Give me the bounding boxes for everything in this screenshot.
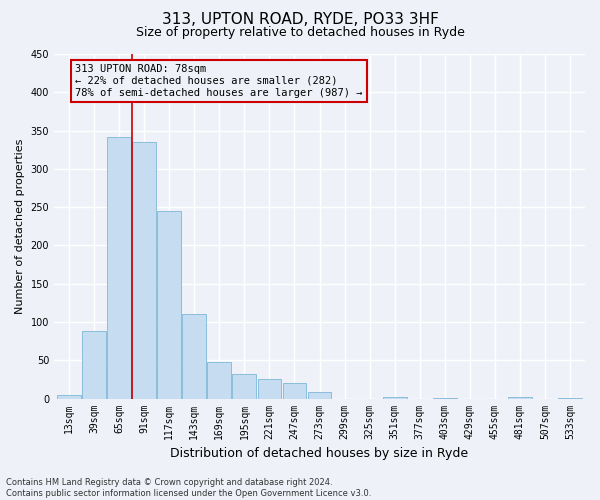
Text: Size of property relative to detached houses in Ryde: Size of property relative to detached ho… xyxy=(136,26,464,39)
Bar xyxy=(57,394,81,398)
Bar xyxy=(508,397,532,398)
Bar xyxy=(157,211,181,398)
Bar xyxy=(257,380,281,398)
Bar xyxy=(283,383,307,398)
Bar xyxy=(308,392,331,398)
Bar xyxy=(383,397,407,398)
Y-axis label: Number of detached properties: Number of detached properties xyxy=(15,138,25,314)
Bar xyxy=(133,142,156,399)
Bar xyxy=(182,314,206,398)
Bar xyxy=(208,362,231,399)
Bar xyxy=(107,136,131,398)
X-axis label: Distribution of detached houses by size in Ryde: Distribution of detached houses by size … xyxy=(170,447,469,460)
Text: 313, UPTON ROAD, RYDE, PO33 3HF: 313, UPTON ROAD, RYDE, PO33 3HF xyxy=(161,12,439,28)
Bar xyxy=(82,331,106,398)
Text: Contains HM Land Registry data © Crown copyright and database right 2024.
Contai: Contains HM Land Registry data © Crown c… xyxy=(6,478,371,498)
Bar xyxy=(232,374,256,398)
Text: 313 UPTON ROAD: 78sqm
← 22% of detached houses are smaller (282)
78% of semi-det: 313 UPTON ROAD: 78sqm ← 22% of detached … xyxy=(75,64,363,98)
